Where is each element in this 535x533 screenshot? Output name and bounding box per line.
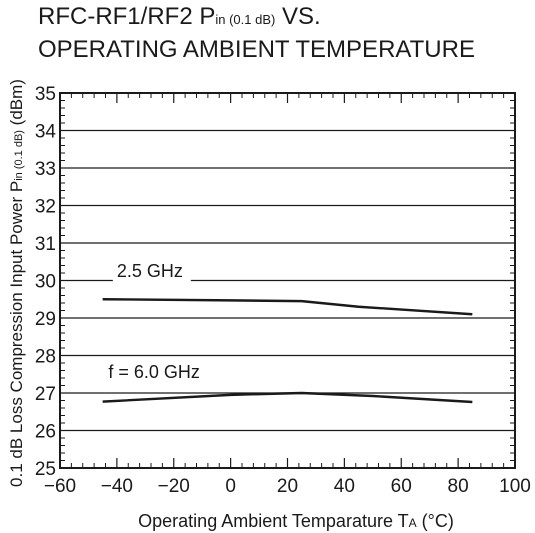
y-tick-label: 29 [35,309,56,330]
chart-title-line-1: RFC-RF1/RF2 Pin (0.1 dB) VS. [38,3,321,34]
series-line-1 [102,298,473,316]
y-tick-label: 26 [35,422,56,443]
y-axis-label: 0.1 dB Loss Compression Input Power Pin … [7,79,26,487]
series-label-2: f = 6.0 GHz [108,362,200,382]
plot-frame [59,92,516,469]
series-line-2 [102,391,473,404]
x-tick-label: 100 [499,476,531,497]
y-tick-label: 34 [35,122,57,143]
series-label-background [104,361,223,383]
series-label-background [112,259,191,282]
y-tick-label: 31 [35,234,56,255]
chart-title-tail: VS. [275,3,321,30]
y-tick-label: 30 [35,272,56,293]
y-tick-label: 27 [35,384,56,405]
y-tick-label: 32 [35,197,56,218]
x-tick-label: 80 [448,476,469,497]
x-tick-label: 20 [277,476,298,497]
chart-title-main: RFC-RF1/RF2 P [38,3,216,30]
chart-title-line-2: OPERATING AMBIENT TEMPERATURE [38,36,475,63]
x-axis-label: Operating Ambient Temparature TA (°C) [138,511,454,531]
y-tick-label: 28 [35,347,56,368]
chart-title-subscript: in (0.1 dB) [215,12,276,27]
x-tick-label: −60 [44,476,76,497]
y-tick-label: 35 [35,84,56,105]
y-tick-label: 25 [35,459,56,480]
y-tick-label: 33 [35,159,56,180]
x-tick-label: −20 [158,476,190,497]
x-tick-label: 60 [391,476,412,497]
x-tick-label: −40 [101,476,133,497]
x-tick-label: 40 [334,476,355,497]
x-tick-label: 0 [225,476,236,497]
series-label-1: 2.5 GHz [117,261,183,281]
